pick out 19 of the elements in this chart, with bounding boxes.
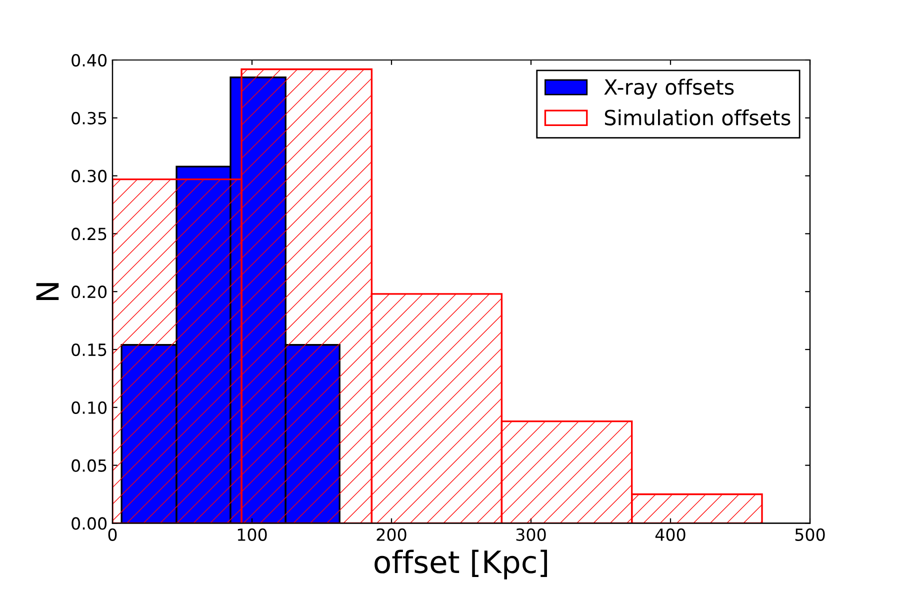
- y-axis-title: N: [36, 283, 59, 300]
- x-tick-label: 500: [795, 528, 825, 541]
- x-axis-title: offset [Kpc]: [374, 550, 547, 580]
- y-tick-label: 0.00: [72, 517, 107, 530]
- x-tick-label: 0: [108, 528, 117, 541]
- x-tick-label: 400: [655, 528, 686, 541]
- x-tick-label: 100: [238, 528, 267, 541]
- y-tick-label: 0.40: [72, 54, 107, 67]
- y-tick-label: 0.15: [72, 343, 106, 356]
- y-tick-label: 0.05: [72, 459, 106, 472]
- legend-label: X-ray offsets: [604, 78, 734, 99]
- y-tick-label: 0.20: [72, 286, 107, 298]
- y-tick-label: 0.30: [72, 170, 107, 182]
- y-tick-label: 0.25: [72, 228, 106, 240]
- x-tick-label: 300: [516, 528, 546, 541]
- y-tick-label: 0.10: [72, 401, 107, 414]
- text: Simulation offsets: [604, 109, 790, 126]
- x-tick-label: 200: [376, 528, 406, 541]
- y-tick-label: 0.35: [72, 112, 106, 124]
